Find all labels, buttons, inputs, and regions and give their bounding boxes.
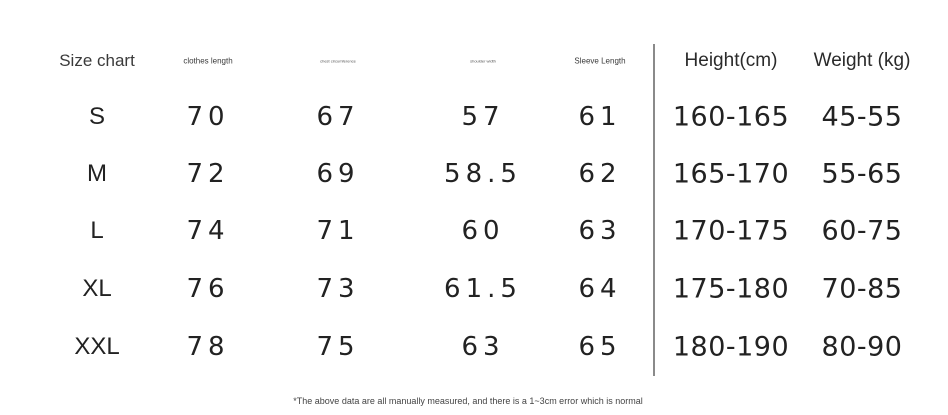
cell-size: L <box>90 217 104 244</box>
cell-size: S <box>88 103 106 130</box>
cell-shoulder-width: 58.5 <box>444 159 522 189</box>
cell-sleeve-length: 61 <box>578 102 622 132</box>
cell-weight: 70-85 <box>821 273 903 305</box>
cell-weight: 60-75 <box>821 215 903 247</box>
cell-shoulder-width: 57 <box>461 102 505 132</box>
header-shoulder-width: shoulder width <box>470 58 496 64</box>
cell-clothes-length: 72 <box>186 159 230 189</box>
cell-size: M <box>87 160 107 187</box>
cell-shoulder-width: 60 <box>461 216 505 246</box>
cell-height: 175-180 <box>672 273 790 305</box>
cell-height: 180-190 <box>672 331 790 363</box>
cell-chest-circumference: 75 <box>316 332 360 362</box>
header-weight: Weight (kg) <box>813 50 911 71</box>
cell-weight: 45-55 <box>821 101 903 133</box>
header-chest-circumference: chest circumference <box>320 58 356 64</box>
header-sleeve-length: Sleeve Length <box>574 56 626 66</box>
header-clothes-length: clothes length <box>183 56 233 66</box>
cell-chest-circumference: 71 <box>316 216 360 246</box>
cell-clothes-length: 78 <box>186 332 230 362</box>
cell-size: XXL <box>74 333 120 360</box>
cell-sleeve-length: 62 <box>578 159 622 189</box>
cell-clothes-length: 74 <box>186 216 230 246</box>
measurement-note: *The above data are all manually measure… <box>293 396 643 406</box>
cell-shoulder-width: 63 <box>461 332 505 362</box>
cell-shoulder-width: 61.5 <box>444 274 522 304</box>
column-divider <box>653 44 655 376</box>
header-size: Size chart <box>59 51 135 70</box>
header-height: Height(cm) <box>684 50 778 71</box>
cell-size: XL <box>82 275 112 302</box>
cell-sleeve-length: 65 <box>578 332 622 362</box>
cell-weight: 80-90 <box>821 331 903 363</box>
cell-chest-circumference: 67 <box>316 102 360 132</box>
cell-chest-circumference: 69 <box>316 159 360 189</box>
cell-sleeve-length: 64 <box>578 274 622 304</box>
cell-chest-circumference: 73 <box>316 274 360 304</box>
cell-sleeve-length: 63 <box>578 216 622 246</box>
cell-clothes-length: 76 <box>186 274 230 304</box>
cell-weight: 55-65 <box>821 158 903 190</box>
cell-height: 170-175 <box>672 215 790 247</box>
cell-height: 160-165 <box>672 101 790 133</box>
cell-height: 165-170 <box>672 158 790 190</box>
cell-clothes-length: 70 <box>186 102 230 132</box>
